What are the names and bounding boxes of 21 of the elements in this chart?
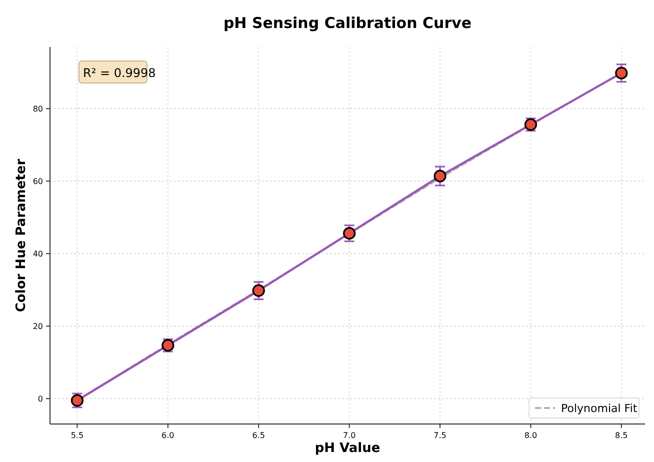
- point: [615, 66, 628, 80]
- point: [343, 227, 356, 240]
- x-tick-label: 7.5: [434, 431, 446, 440]
- y-tick-label: 80: [32, 104, 43, 114]
- x-tick-label: 6.5: [252, 431, 265, 440]
- x-tick-label: 7.0: [342, 431, 356, 440]
- y-tick-label: 60: [32, 177, 43, 186]
- x-axis-title: pH Value: [314, 441, 380, 456]
- y-tick-label: 40: [32, 250, 43, 259]
- x-tick-label: 5.5: [70, 431, 84, 440]
- point: [252, 284, 265, 297]
- y-tick-label: 0: [38, 394, 43, 404]
- chart-title: pH Sensing Calibration Curve: [223, 14, 472, 32]
- annotation: R² = 0.9998: [83, 66, 156, 80]
- x-tick-label: 8.0: [524, 431, 538, 440]
- point: [434, 170, 446, 182]
- legend-label: Polynomial Fit: [561, 402, 638, 415]
- x-tick-label: 6.0: [162, 431, 174, 440]
- y-axis-title: Color Hue Parameter: [14, 158, 29, 312]
- x-tick-label: 8.5: [615, 431, 628, 440]
- y-tick-label: 20: [32, 322, 43, 332]
